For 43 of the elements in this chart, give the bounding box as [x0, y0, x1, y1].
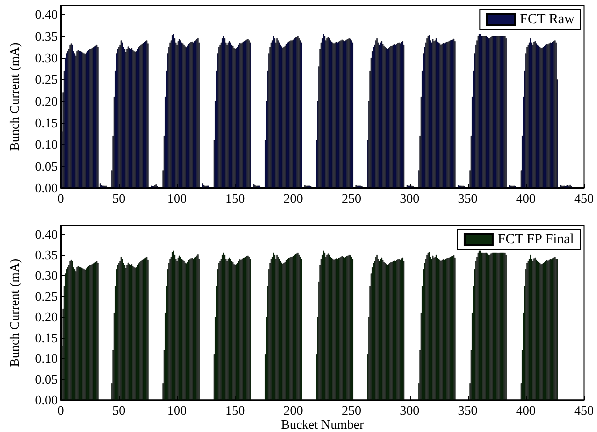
- x-tick-label: 400: [516, 403, 536, 418]
- x-tick-label: 50: [112, 403, 126, 418]
- x-tick-label: 300: [400, 191, 420, 206]
- x-tick-label: 100: [168, 403, 188, 418]
- y-tick-label: 0.25: [35, 72, 58, 88]
- y-tick-label: 0.00: [35, 392, 58, 408]
- x-tick-label: 100: [168, 191, 188, 206]
- y-tick-label: 0.10: [35, 137, 58, 152]
- x-tick-label: 150: [226, 191, 246, 206]
- legend-label: FCT FP Final: [498, 232, 574, 248]
- y-tick-label: 0.20: [35, 310, 58, 325]
- legend-label: FCT Raw: [520, 12, 576, 28]
- x-tick-label: 200: [284, 403, 304, 418]
- x-tick-label: 0: [58, 403, 64, 418]
- y-tick-label: 0.05: [35, 372, 58, 387]
- y-tick-label: 0.35: [35, 28, 58, 44]
- y-tick-label: 0.00: [35, 180, 58, 196]
- x-tick-label: 250: [342, 403, 362, 418]
- x-axis-title: Bucket Number: [281, 417, 365, 432]
- y-tick-label: 0.30: [35, 268, 58, 284]
- x-tick-label: 150: [226, 403, 246, 418]
- y-tick-label: 0.35: [35, 248, 58, 263]
- y-tick-label: 0.20: [35, 94, 58, 109]
- y-tick-label: 0.15: [35, 330, 58, 346]
- x-tick-label: 250: [342, 191, 362, 206]
- y-tick-label: 0.10: [35, 351, 58, 366]
- y-tick-label: 0.40: [35, 226, 58, 242]
- y-tick-label: 0.25: [35, 288, 58, 304]
- x-tick-label: 350: [458, 403, 478, 418]
- y-tick-label: 0.40: [35, 7, 58, 22]
- x-tick-label: 300: [400, 403, 420, 418]
- x-tick-label: 450: [574, 403, 594, 418]
- x-tick-label: 450: [574, 191, 594, 206]
- x-tick-label: 50: [112, 191, 126, 206]
- y-tick-label: 0.30: [35, 50, 58, 66]
- y-tick-label: 0.15: [35, 116, 58, 130]
- x-tick-label: 350: [458, 191, 478, 206]
- x-tick-label: 400: [516, 191, 536, 206]
- y-axis-title: Bunch Current (mA): [7, 42, 22, 152]
- x-tick-label: 0: [58, 191, 64, 206]
- x-tick-label: 200: [284, 191, 304, 206]
- y-axis-title: Bunch Current (mA): [7, 258, 22, 368]
- y-tick-label: 0.05: [35, 158, 58, 174]
